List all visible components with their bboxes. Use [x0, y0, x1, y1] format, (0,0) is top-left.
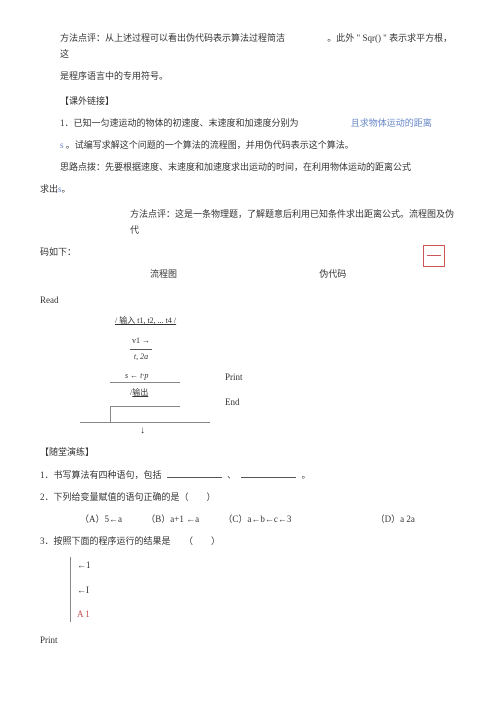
blank-1 [167, 477, 222, 478]
flow-num: v1 → [130, 334, 152, 349]
text: 1．书写算法有四种语句，包括 [40, 470, 162, 480]
flow-rule-3 [80, 422, 210, 423]
blue-var: s [60, 140, 64, 150]
paragraph-method-1: 方法点评：从上述过程可以看出伪代码表示算法过程简洁 。此外 " Sqr() " … [40, 30, 460, 62]
section-link-title: 【课外链接】 [40, 93, 460, 109]
flow-input-box: / 输入 t1, t2, ... t4 / [115, 314, 176, 328]
read-line: Read [40, 292, 460, 308]
code-line-3: A 1 [77, 606, 460, 622]
column-headers: 流程图 伪代码 [40, 266, 460, 282]
exercise-3: 3．按照下面的程序运行的结果是 （ ） [40, 533, 460, 549]
text: 求出 [40, 184, 58, 194]
flow-out-text: 输出 [132, 388, 148, 397]
method-review-2: 码如下： [40, 244, 460, 260]
option-b: （B）a+1 ←a [146, 511, 199, 527]
flow-rule-1 [110, 382, 180, 383]
flow-den: t, 2a [130, 350, 152, 364]
flow-rule-2 [110, 406, 180, 407]
text: 方法点评：从上述过程可以看出伪代码表示算法过程简洁 [60, 33, 285, 43]
red-box-divider [427, 255, 441, 256]
hint-line-2: 求出s。 [40, 181, 460, 197]
flow-output: /输出 [130, 386, 148, 400]
question-1-cont: s 。试编写求解这个问题的一个算法的流程图，并用伪代码表示这个算法。 [40, 137, 460, 153]
method-review: 方法点评：这是一条物理题，了解题意后利用已知条件求出距离公式。流程图及伪代 [40, 206, 460, 238]
blue-var: s [58, 184, 62, 194]
blue-text: 且求物体运动的距离 [351, 118, 432, 128]
period: 。 [302, 470, 311, 480]
paragraph-method-2: 是程序语言中的专用符号。 [40, 68, 460, 84]
section-practice-title: 【随堂演练】 [40, 444, 460, 460]
question-1: 1．已知一匀速运动的物体的初速度、末速度和加速度分别为 且求物体运动的距离 [40, 115, 460, 131]
exercise-1: 1．书写算法有四种语句，包括 、 。 [40, 467, 460, 483]
text: 。试编写求解这个问题的一个算法的流程图，并用伪代码表示这个算法。 [66, 140, 354, 150]
hint-line: 思路点拨：先要根据速度、末速度和加速度求出运动的时间，在利用物体运动的距离公式 [40, 159, 460, 175]
code-block: ←1 ←I A 1 [70, 557, 460, 622]
blank-2 [241, 477, 296, 478]
down-arrow-icon: ↓ [140, 422, 145, 440]
code-line-1: ←1 [77, 557, 460, 573]
col-flow: 流程图 [150, 266, 177, 282]
option-d: （D）a 2a [376, 511, 415, 527]
red-annotation-box [423, 245, 445, 267]
exercise-2: 2．下列给变量赋值的语句正确的是（ ） [40, 489, 460, 505]
comma: 、 [227, 470, 236, 480]
option-a: （A）5←a [80, 511, 122, 527]
pseudo-print: Print [225, 369, 243, 385]
print-last: Print [40, 632, 460, 648]
flow-fraction: v1 → t, 2a [130, 334, 152, 364]
flow-vbar [110, 406, 111, 422]
col-pseudo: 伪代码 [319, 266, 346, 282]
pseudo-end: End [225, 394, 240, 410]
exercise-2-options: （A）5←a （B）a+1 ←a （C）a←b←c←3 （D）a 2a [40, 511, 460, 527]
flowchart-area: / 输入 t1, t2, ... t4 / v1 → t, 2a s ← t·p… [40, 314, 460, 444]
text: 1．已知一匀速运动的物体的初速度、末速度和加速度分别为 [60, 118, 299, 128]
code-line-2: ←I [77, 582, 460, 598]
option-c: （C）a←b←c←3 [223, 511, 291, 527]
